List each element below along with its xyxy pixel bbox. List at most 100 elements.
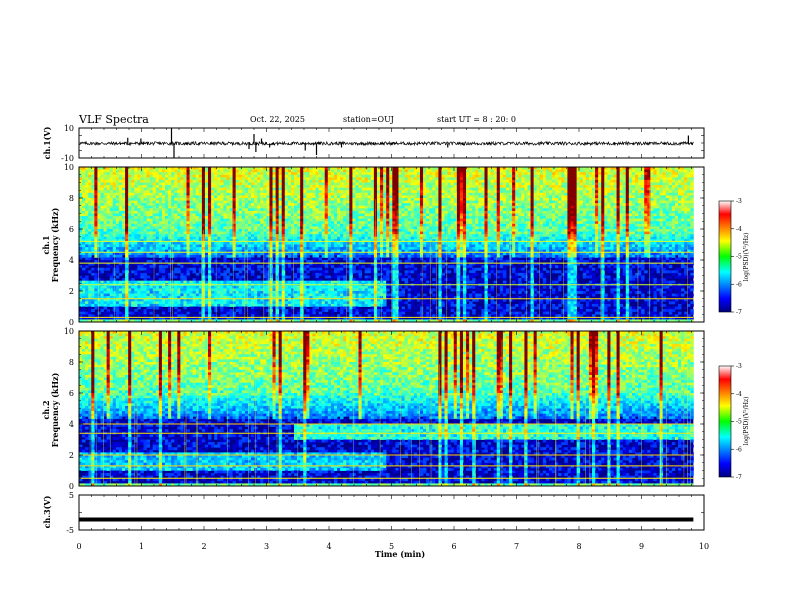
spectrogram-cell — [112, 210, 117, 214]
spectrogram-cell — [82, 249, 86, 253]
ch1-trace — [78, 140, 694, 147]
spectrogram-cell — [106, 208, 111, 212]
spectrogram-cell — [122, 174, 126, 178]
spectrogram-cell — [186, 252, 190, 256]
spectrogram-cell — [309, 293, 313, 297]
spectrogram-cell — [109, 210, 114, 214]
spectrogram-cell — [82, 172, 86, 176]
spectrogram-cell — [152, 303, 157, 307]
spectrogram-cell — [300, 203, 304, 207]
spectrogram-cell — [131, 218, 135, 222]
spectrogram-cell — [208, 280, 212, 284]
spectrogram-cell — [158, 270, 163, 274]
spectrogram-cell — [192, 226, 197, 230]
spectrogram-cell — [100, 195, 104, 199]
spectrogram-cell — [109, 278, 114, 282]
spectrogram-cell — [91, 298, 95, 302]
spectrogram-cell — [241, 229, 246, 232]
spectrogram-cell — [232, 293, 237, 297]
spectrogram-cell — [321, 190, 326, 194]
spectrogram-cell — [266, 298, 270, 302]
spectrogram-cell — [241, 293, 246, 297]
spectrogram-cell — [220, 239, 224, 243]
spectrogram-cell — [198, 200, 203, 204]
spectrogram-cell — [85, 203, 89, 207]
spectrogram-cell — [204, 223, 209, 227]
spectrogram-cell — [315, 291, 319, 294]
spectrogram-cell — [300, 249, 304, 253]
spectrogram-cell — [149, 190, 154, 194]
spectrogram-cell — [91, 195, 95, 199]
spectrogram-cell — [100, 179, 104, 183]
spectrogram-cell — [115, 221, 120, 225]
spectrogram-cell — [337, 200, 341, 204]
spectrogram-cell — [318, 252, 323, 256]
spectrogram-cell — [122, 244, 126, 248]
spectrogram-cell — [161, 257, 166, 261]
spectrogram-cell — [244, 247, 249, 251]
spectrogram-cell — [208, 319, 212, 323]
spectrogram-cell — [278, 190, 283, 194]
spectrogram-cell — [266, 260, 270, 263]
spectrogram-cell — [195, 288, 200, 292]
spectrogram-cell — [300, 275, 304, 279]
spectrogram-cell — [263, 203, 267, 207]
spectrogram-cell — [229, 236, 233, 240]
spectrogram-cell — [79, 254, 83, 258]
spectrogram-cell — [247, 221, 252, 225]
spectrogram-cell — [88, 205, 92, 209]
spectrogram-cell — [318, 249, 323, 253]
spectrogram-cell — [186, 200, 190, 204]
spectrogram-cell — [294, 260, 298, 263]
spectrogram-cell — [201, 213, 206, 217]
spectrogram-cell — [223, 182, 227, 186]
spectrogram-cell — [306, 192, 310, 196]
spectrogram-cell — [324, 280, 329, 284]
spectrogram-cell — [220, 252, 224, 256]
spectrogram-cell — [198, 311, 203, 315]
spectrogram-cell — [257, 293, 261, 297]
spectrogram-cell — [201, 169, 206, 173]
spectrogram-cell — [106, 195, 111, 199]
spectrogram-cell — [257, 252, 261, 256]
spectrogram-cell — [134, 234, 138, 238]
spectrogram-cell — [180, 262, 184, 266]
spectrogram-cell — [115, 174, 120, 178]
spectrogram-cell — [284, 241, 289, 245]
spectrogram-cell — [220, 291, 224, 294]
spectrogram-cell — [195, 249, 200, 253]
spectrogram-cell — [251, 179, 255, 183]
spectrogram-cell — [158, 298, 163, 302]
spectrogram-cell — [149, 303, 154, 307]
spectrogram-cell — [337, 301, 341, 305]
spectrogram-cell — [155, 221, 160, 225]
spectrogram-cell — [247, 239, 252, 243]
spectrogram-cell — [152, 293, 157, 297]
spectrogram-cell — [324, 198, 329, 201]
spectrogram-cell — [257, 167, 261, 170]
spectrogram-cell — [109, 200, 114, 204]
spectrogram-cell — [260, 316, 264, 320]
spectrogram-cell — [235, 195, 240, 199]
spectrogram-cell — [94, 291, 98, 294]
spectrogram-cell — [275, 179, 280, 183]
spectrogram-cell — [177, 311, 181, 315]
spectrogram-cell — [333, 203, 338, 207]
spectrogram-cell — [281, 229, 286, 232]
spectrogram-cell — [174, 285, 178, 289]
spectrogram-cell — [312, 198, 316, 201]
spectrogram-cell — [232, 210, 237, 214]
spectrogram-cell — [251, 314, 255, 318]
spectrogram-cell — [152, 319, 157, 323]
spectrogram-cell — [294, 167, 298, 170]
spectrogram-cell — [217, 190, 221, 194]
spectrogram-cell — [266, 216, 270, 220]
spectrogram-cell — [217, 241, 221, 245]
spectrogram-cell — [266, 272, 270, 276]
spectrogram-cell — [183, 257, 187, 261]
spectrogram-cell — [260, 205, 264, 209]
spectrogram-cell — [211, 203, 215, 207]
spectrogram-cell — [118, 244, 123, 248]
station-label: station=OUJ — [343, 115, 394, 124]
spectrogram-cell — [161, 185, 166, 189]
